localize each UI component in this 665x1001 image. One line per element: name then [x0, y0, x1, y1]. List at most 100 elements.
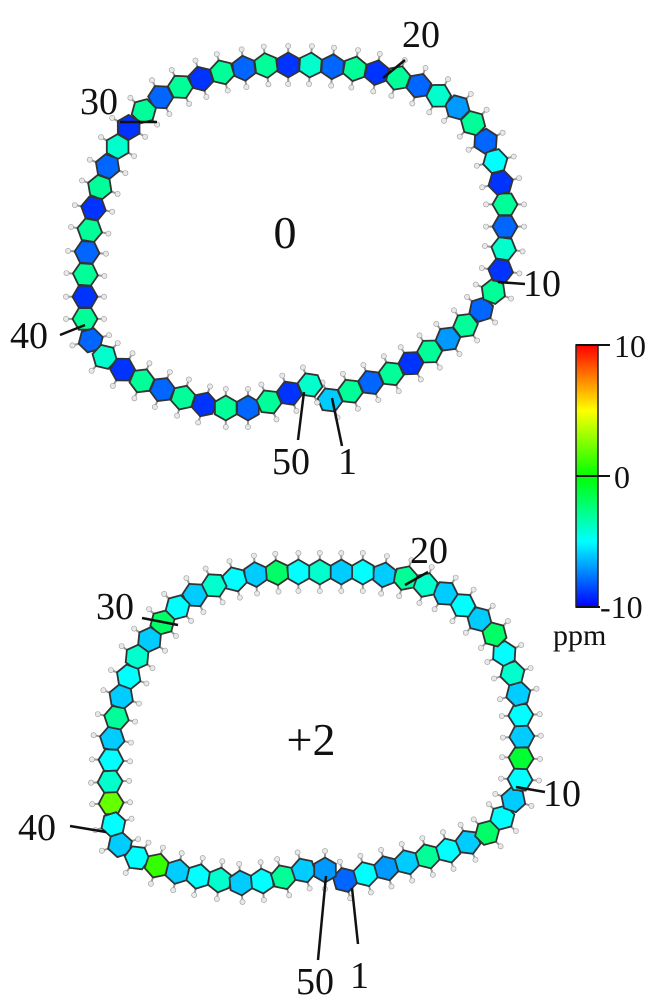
hexagon-ring [500, 786, 527, 814]
marker-line-40 [59, 323, 86, 337]
hydrogen-atom [294, 849, 301, 856]
marker-line-1 [330, 397, 344, 447]
position-label-1: 1 [338, 441, 357, 483]
marker-line-40 [69, 824, 107, 834]
hexagon-ring [371, 561, 397, 589]
hydrogen-atom [127, 799, 134, 806]
hydrogen-atom [521, 223, 527, 230]
hydrogen-atom [436, 364, 443, 371]
hydrogen-atom [470, 816, 477, 823]
hydrogen-atom [89, 756, 95, 763]
hydrogen-atom [378, 847, 384, 853]
hydrogen-atom [339, 370, 346, 377]
hydrogen-atom [109, 208, 116, 215]
hydrogen-atom [245, 424, 251, 430]
hydrogen-atom [128, 815, 135, 822]
hydrogen-atom [185, 376, 192, 383]
hydrogen-atom [478, 265, 485, 271]
hydrogen-atom [226, 558, 233, 564]
position-label-10: 10 [523, 263, 561, 305]
hexagon-ring [341, 55, 368, 83]
hydrogen-atom [203, 94, 210, 100]
hydrogen-atom [200, 609, 207, 615]
hydrogen-atom [322, 848, 328, 854]
hydrogen-atom [295, 550, 302, 556]
hydrogen-atom [474, 337, 480, 344]
hydrogen-atom [452, 574, 459, 581]
hexagon-ring [487, 258, 515, 284]
hydrogen-atom [537, 732, 544, 739]
hydrogen-atom [94, 711, 101, 717]
hexagon-ring [87, 173, 113, 201]
hexagon-ring [130, 98, 157, 125]
hydrogen-atom [65, 247, 71, 254]
hexagon-ring [249, 867, 275, 895]
hydrogen-atom [370, 88, 377, 95]
hydrogen-atom [504, 618, 511, 624]
hydrogen-atom [63, 293, 69, 300]
hydrogen-atom [308, 43, 315, 49]
position-markers: 20 30 10 40 50 1 [18, 530, 581, 1001]
hexagon-ring [214, 394, 238, 422]
hydrogen-atom [129, 350, 136, 357]
hydrogen-atom [483, 223, 489, 230]
hydrogen-atom [299, 364, 306, 371]
hexagon-ring [490, 236, 518, 262]
hydrogen-atom [114, 190, 121, 197]
hydrogen-atom [151, 404, 158, 410]
hydrogen-atom [537, 756, 543, 762]
hexagon-ring [286, 558, 311, 586]
hydrogen-atom [243, 84, 250, 90]
hexagon-ring [329, 558, 353, 586]
hydrogen-atom [376, 51, 383, 57]
hexagon-ring [97, 748, 125, 773]
colorbar-unit-label: ppm [553, 619, 606, 652]
hydrogen-atom [483, 201, 489, 208]
hexagon-ring [491, 192, 519, 217]
hexagon-ring [487, 169, 514, 196]
position-label-50: 50 [272, 441, 310, 483]
hexagon-ring [80, 195, 107, 222]
hydrogen-atom [426, 109, 433, 116]
hydrogen-atom [331, 44, 337, 51]
hydrogen-atom [168, 67, 175, 73]
hydrogen-atom [86, 156, 93, 163]
hexagon-ring [97, 791, 125, 816]
hydrogen-atom [533, 685, 540, 692]
hexagon-ring [231, 54, 257, 82]
hydrogen-atom [388, 92, 395, 99]
hydrogen-atom [186, 100, 192, 107]
marker-line-1 [350, 887, 360, 945]
hydrogen-atom [422, 65, 429, 71]
hydrogen-atom [154, 121, 161, 128]
hydrogen-atom [470, 586, 477, 593]
hydrogen-atom [239, 899, 246, 905]
hydrogen-atom [498, 713, 505, 719]
hydrogen-atom [101, 272, 108, 279]
hydrogen-atom [142, 133, 149, 140]
position-markers: 20 30 10 40 50 1 [10, 14, 561, 483]
hydrogen-atom [456, 351, 463, 357]
hydrogen-atom [395, 388, 402, 395]
hydrogen-atom [114, 340, 121, 346]
hydrogen-atom [89, 801, 96, 808]
hydrogen-atom [143, 680, 150, 687]
hexagon-ring [243, 561, 268, 589]
hydrogen-atom [492, 319, 499, 326]
hydrogen-atom [254, 590, 260, 597]
hydrogen-atom [478, 645, 484, 651]
hydrogen-atom [408, 557, 415, 563]
hydrogen-atom [178, 850, 185, 857]
hydrogen-atom [106, 332, 112, 339]
marker-line-20 [382, 59, 406, 79]
hydrogen-atom [286, 892, 293, 899]
hexagon-ring [276, 51, 300, 79]
hydrogen-atom [316, 588, 323, 594]
marker-line-50 [316, 875, 328, 961]
hydrogen-atom [445, 76, 451, 83]
hydrogen-atom [63, 270, 70, 276]
hydrogen-atom [273, 416, 280, 423]
hydrogen-atom [472, 856, 479, 863]
position-label-20: 20 [402, 14, 440, 56]
